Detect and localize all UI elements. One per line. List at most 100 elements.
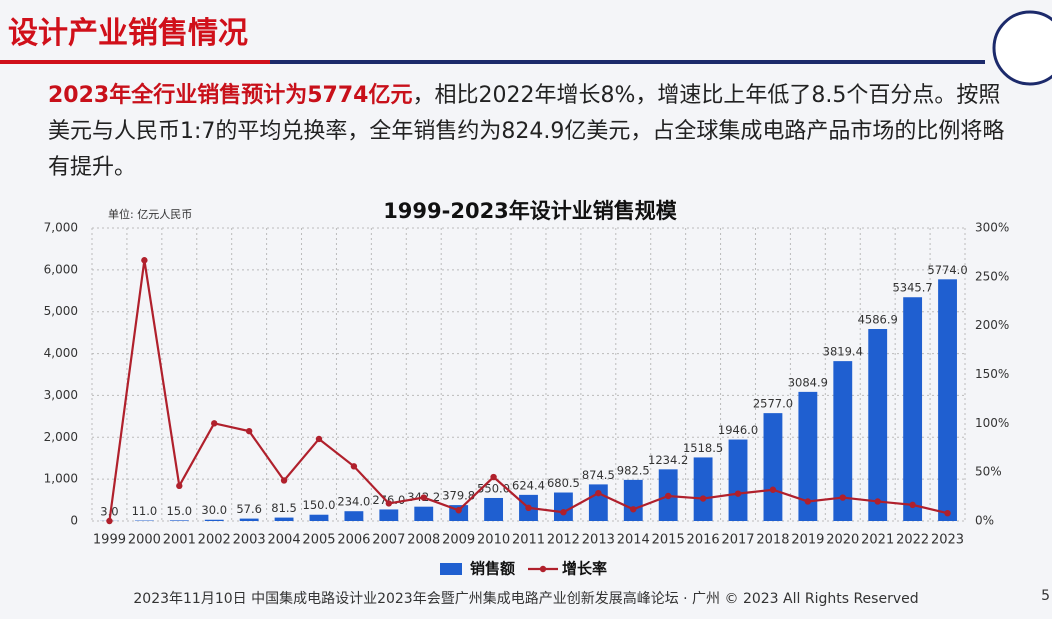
value-label: 3084.9 <box>788 375 828 389</box>
value-label: 379.8 <box>442 489 475 503</box>
y-tick-label: 1,000 <box>44 472 78 486</box>
line-marker <box>420 494 427 501</box>
x-tick-label: 2022 <box>896 533 929 548</box>
x-tick-label: 2017 <box>721 533 754 548</box>
line-marker <box>874 498 881 505</box>
x-tick-label: 2000 <box>128 533 161 548</box>
value-label: 3.0 <box>100 504 118 518</box>
bar <box>484 497 504 521</box>
value-label: 680.5 <box>547 476 580 490</box>
value-label: 982.5 <box>617 463 650 477</box>
chart-title: 1999-2023年设计业销售规模 <box>383 199 678 223</box>
bar <box>239 518 259 521</box>
line-marker <box>141 257 148 264</box>
line-marker <box>280 477 288 484</box>
line-marker <box>350 463 358 470</box>
y2-tick-label: 200% <box>975 318 1009 332</box>
value-label: 81.5 <box>271 501 297 515</box>
value-label: 5345.7 <box>892 281 932 295</box>
summary-highlight: 2023年全行业销售预计为5774亿元 <box>48 83 413 108</box>
line-marker <box>385 500 393 507</box>
y2-tick-label: 50% <box>975 465 1002 479</box>
x-tick-label: 2019 <box>791 533 824 548</box>
x-tick-label: 1999 <box>93 533 126 548</box>
line-marker <box>560 509 567 516</box>
y-tick-label: 0 <box>70 514 78 528</box>
x-tick-label: 2007 <box>372 533 405 548</box>
line-marker <box>909 501 916 509</box>
bar <box>204 519 224 521</box>
y-tick-label: 2,000 <box>44 430 78 444</box>
line-marker <box>664 492 672 500</box>
x-tick-label: 2006 <box>337 533 370 548</box>
value-label: 5774.0 <box>927 263 967 277</box>
x-tick-label: 2002 <box>198 533 231 548</box>
value-label: 30.0 <box>201 503 227 517</box>
legend-label: 增长率 <box>562 560 607 578</box>
value-label: 276.0 <box>372 493 405 507</box>
y2-tick-label: 100% <box>975 416 1009 430</box>
bar <box>169 520 189 521</box>
title-rule <box>0 60 985 64</box>
legend-label: 销售额 <box>470 560 515 578</box>
legend-swatch <box>539 565 547 573</box>
y2-tick-label: 300% <box>975 221 1009 235</box>
bar <box>693 457 713 521</box>
summary: 2023年全行业销售预计为5774亿元，相比2022年增长8%，增速比上年低了8… <box>48 78 1008 186</box>
logo <box>992 10 1052 86</box>
value-label: 2577.0 <box>753 397 793 411</box>
value-label: 11.0 <box>132 504 158 518</box>
value-label: 1234.2 <box>648 453 688 467</box>
value-label: 1518.5 <box>683 441 723 455</box>
page-number: 5 <box>1041 588 1050 604</box>
line-marker <box>455 507 462 514</box>
x-tick-label: 2018 <box>756 533 789 548</box>
y-tick-label: 3,000 <box>44 388 78 402</box>
x-tick-label: 2020 <box>826 533 859 548</box>
value-label: 150.0 <box>303 498 336 512</box>
footer: 2023年11月10日 中国集成电路设计业2023年会暨广州集成电路产业创新发展… <box>133 591 919 607</box>
title-rule-accent <box>0 60 270 64</box>
value-label: 874.5 <box>582 468 615 482</box>
line-marker <box>106 517 113 525</box>
bar <box>903 297 923 521</box>
bar <box>833 361 853 521</box>
value-label: 624.4 <box>512 478 545 492</box>
x-tick-label: 2011 <box>512 533 545 548</box>
y-tick-label: 5,000 <box>44 304 78 318</box>
value-label: 1946.0 <box>718 423 758 437</box>
line-marker <box>245 427 253 435</box>
line-marker <box>315 435 323 443</box>
line-marker <box>176 482 183 490</box>
x-tick-label: 2015 <box>652 533 685 548</box>
x-tick-label: 2013 <box>582 533 615 548</box>
bar <box>728 439 748 521</box>
slide-title: 设计产业销售情况 <box>8 16 248 51</box>
line-marker <box>490 473 497 481</box>
line-marker <box>839 494 846 501</box>
line-marker <box>804 498 812 505</box>
bar <box>868 329 888 521</box>
unit-note: 单位: 亿元人民币 <box>108 207 192 221</box>
value-label: 3819.4 <box>823 345 863 359</box>
x-tick-label: 2023 <box>931 533 964 548</box>
bar <box>309 514 329 521</box>
line-marker <box>630 506 637 513</box>
value-label: 57.6 <box>236 502 262 516</box>
bar <box>344 511 364 521</box>
y-tick-label: 4,000 <box>44 346 78 360</box>
x-tick-label: 2012 <box>547 533 580 548</box>
y2-tick-label: 250% <box>975 269 1009 283</box>
bar <box>414 506 434 521</box>
bar <box>623 479 643 521</box>
bar <box>938 279 957 521</box>
x-tick-label: 2004 <box>268 533 301 548</box>
line-marker <box>769 486 777 493</box>
x-tick-label: 2008 <box>407 533 440 548</box>
legend-swatch <box>440 563 462 575</box>
bar <box>763 413 783 521</box>
line-marker <box>944 509 951 517</box>
bar <box>379 509 399 521</box>
